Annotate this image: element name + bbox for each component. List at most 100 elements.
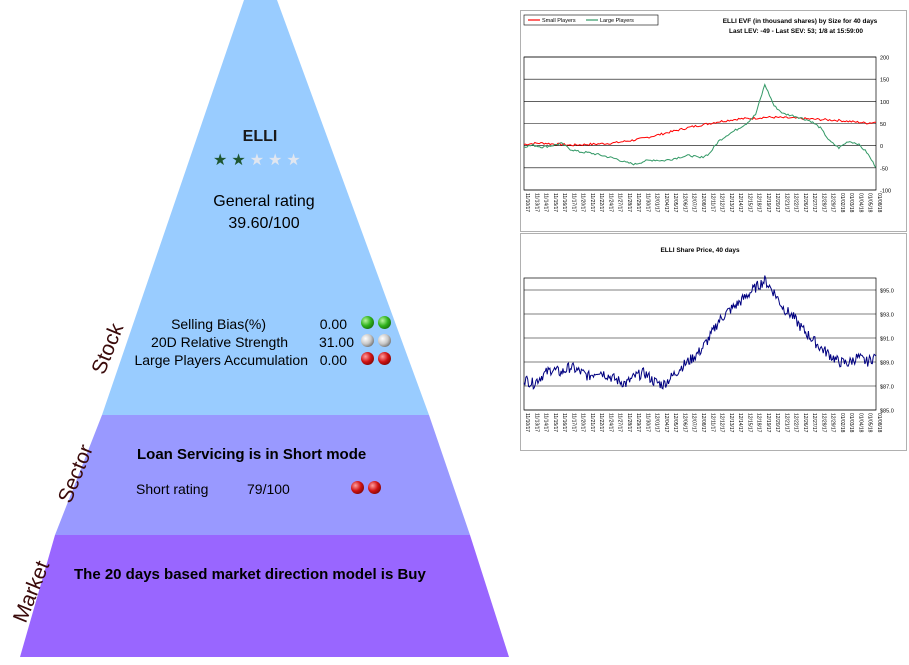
x-tick-label: 12/22/17 — [793, 413, 799, 433]
x-tick-label: 11/16/17 — [561, 413, 567, 432]
general-rating-label: General rating — [213, 193, 315, 210]
x-tick-label: 11/24/17 — [607, 193, 613, 212]
y-tick-label: -100 — [880, 189, 891, 195]
metric-label: Selling Bias(%) — [171, 316, 266, 332]
star-empty-icon: ★ — [249, 152, 269, 169]
x-tick-label: 11/21/17 — [589, 413, 595, 432]
chart-title: ELLI EVF (in thousand shares) by Size fo… — [723, 18, 878, 25]
x-tick-label: 01/04/18 — [857, 193, 863, 213]
x-tick-label: 11/14/17 — [543, 413, 549, 432]
x-tick-label: 11/21/17 — [589, 193, 595, 212]
x-tick-label: 11/15/17 — [552, 413, 558, 432]
metric-value: 0.00 — [319, 316, 347, 332]
chart-title: ELLI Share Price, 40 days — [660, 247, 740, 254]
y-tick-label: $93.0 — [880, 313, 894, 319]
x-tick-label: 12/08/17 — [700, 413, 706, 433]
market-direction-title: The 20 days based market direction model… — [74, 566, 426, 583]
x-tick-label: 01/02/18 — [839, 193, 845, 213]
x-tick-label: 11/30/17 — [644, 193, 650, 212]
x-tick-label: 12/04/17 — [663, 413, 669, 433]
metric-value: 31.00 — [318, 334, 354, 350]
x-tick-label: 12/27/17 — [811, 413, 817, 433]
x-tick-label: 11/15/17 — [552, 193, 558, 212]
x-tick-label: 11/30/17 — [644, 413, 650, 432]
x-tick-label: 11/14/17 — [543, 193, 549, 212]
x-tick-label: 12/13/17 — [728, 413, 734, 433]
sector-layer — [55, 415, 470, 535]
chart-frame — [520, 10, 907, 232]
x-tick-label: 01/08/18 — [876, 413, 882, 433]
x-tick-label: 11/17/17 — [570, 193, 576, 212]
y-tick-label: $85.0 — [880, 409, 894, 415]
x-tick-label: 12/15/17 — [746, 413, 752, 433]
y-tick-label: 200 — [880, 56, 889, 62]
red-ball-icon — [368, 481, 381, 494]
x-tick-label: 12/26/17 — [802, 193, 808, 213]
x-tick-label: 12/18/17 — [756, 193, 762, 213]
legend-entry: Large Players — [600, 18, 634, 24]
plot-area — [523, 277, 877, 411]
x-tick-label: 12/05/17 — [672, 413, 678, 433]
x-tick-label: 12/29/17 — [830, 413, 836, 433]
x-tick-label: 12/04/17 — [663, 193, 669, 213]
sector-mode-title: Loan Servicing is in Short mode — [137, 446, 367, 463]
x-tick-label: 12/20/17 — [774, 413, 780, 433]
star-empty-icon: ★ — [286, 152, 305, 169]
x-tick-label: 12/28/17 — [820, 413, 826, 433]
evf-chart: -100 -50 0 50 100 150 200 11/10/17 11/13/17 11/14… — [520, 10, 907, 232]
x-tick-label: 11/20/17 — [580, 193, 586, 212]
plot-area — [523, 56, 877, 191]
x-tick-label: 12/20/17 — [774, 193, 780, 213]
x-tick-label: 11/28/17 — [626, 413, 632, 432]
metric-value: 0.00 — [319, 352, 347, 368]
x-tick-label: 12/14/17 — [737, 193, 743, 213]
x-tick-label: 01/05/18 — [867, 413, 873, 433]
metric-label: Large Players Accumulation — [134, 352, 308, 368]
series-line — [523, 83, 877, 168]
x-tick-label: 01/04/18 — [857, 413, 863, 433]
chart-subtitle: Last LEV: -49 - Last SEV: 53; 1/8 at 15:… — [729, 28, 863, 35]
x-tick-label: 12/07/17 — [691, 193, 697, 213]
x-tick-label: 12/11/17 — [709, 193, 715, 212]
x-tick-label: 01/02/18 — [839, 413, 845, 433]
x-tick-label: 01/05/18 — [867, 193, 873, 213]
x-tick-label: 11/24/17 — [607, 413, 613, 432]
x-tick-label: 12/11/17 — [709, 413, 715, 432]
x-tick-label: 11/13/17 — [533, 413, 539, 432]
general-rating-value: 39.60/100 — [228, 215, 300, 232]
y-tick-label: $95.0 — [880, 289, 894, 295]
y-tick-label: $87.0 — [880, 385, 894, 391]
x-tick-label: 11/10/17 — [524, 193, 530, 212]
green-ball-icon — [378, 316, 391, 329]
x-tick-label: 12/28/17 — [820, 193, 826, 213]
x-tick-label: 11/22/17 — [598, 193, 604, 212]
x-tick-label: 12/05/17 — [672, 193, 678, 213]
x-tick-label: 12/08/17 — [700, 193, 706, 213]
y-tick-label: -50 — [880, 166, 888, 172]
rating-pyramid — [20, 0, 509, 657]
x-tick-label: 11/28/17 — [626, 193, 632, 212]
x-tick-label: 12/13/17 — [728, 193, 734, 213]
y-tick-label: 150 — [880, 78, 889, 84]
x-tick-label: 11/22/17 — [598, 413, 604, 432]
gray-ball-icon — [361, 334, 374, 347]
x-tick-label: 12/26/17 — [802, 413, 808, 433]
x-tick-label: 11/10/17 — [524, 413, 530, 432]
x-tick-label: 12/12/17 — [719, 413, 725, 433]
red-ball-icon — [378, 352, 391, 365]
x-tick-label: 12/27/17 — [811, 193, 817, 213]
star-empty-icon: ★ — [268, 152, 287, 169]
series-line — [523, 275, 877, 390]
x-tick-label: 12/12/17 — [719, 193, 725, 213]
x-tick-label: 12/15/17 — [746, 193, 752, 213]
x-tick-label: 12/19/17 — [765, 413, 771, 433]
star-filled-icon: ★ — [231, 152, 250, 169]
y-tick-label: $89.0 — [880, 361, 894, 367]
x-tick-label: 12/14/17 — [737, 413, 743, 433]
series-line — [523, 115, 877, 147]
x-tick-label: 11/27/17 — [617, 413, 623, 432]
y-tick-label: 100 — [880, 100, 889, 106]
x-tick-label: 01/03/18 — [848, 193, 854, 213]
x-tick-label: 12/18/17 — [756, 413, 762, 433]
y-tick-label: $91.0 — [880, 337, 894, 343]
